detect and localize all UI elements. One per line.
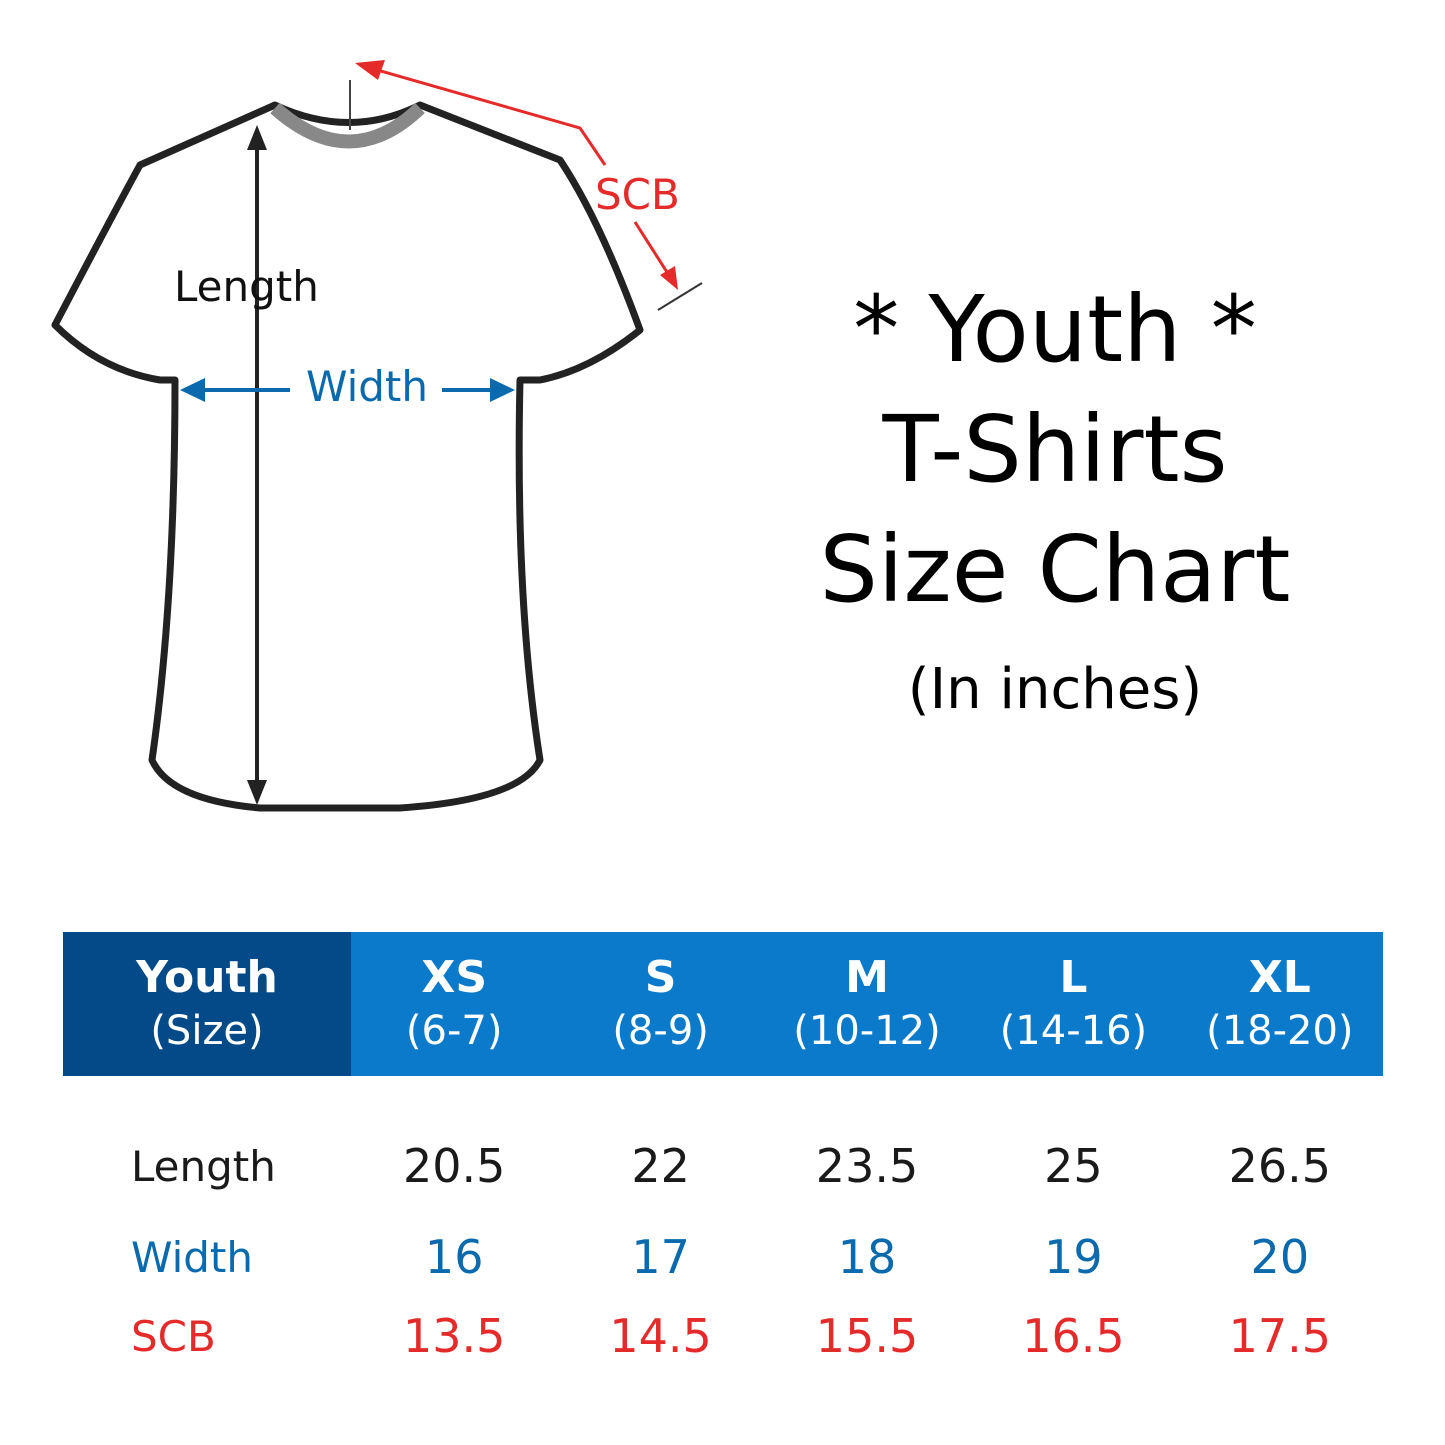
header-sub: (14-16) bbox=[999, 1008, 1148, 1054]
collar bbox=[270, 102, 425, 149]
length-label: Length bbox=[174, 262, 319, 311]
table-cell: 13.5 bbox=[402, 1309, 506, 1363]
header-main: M bbox=[845, 952, 889, 1003]
table-row: Length 20.5 22 23.5 25 26.5 bbox=[63, 1116, 1383, 1216]
table-row: SCB 13.5 14.5 15.5 16.5 17.5 bbox=[63, 1298, 1383, 1374]
header-sub: (18-20) bbox=[1206, 1008, 1354, 1054]
title-line-3: Size Chart bbox=[819, 516, 1291, 623]
table-cell: 17 bbox=[631, 1230, 690, 1284]
header-sub: (10-12) bbox=[793, 1008, 941, 1054]
tshirt-outline bbox=[51, 101, 644, 812]
header-sub: (6-7) bbox=[405, 1008, 503, 1054]
header-main: XL bbox=[1248, 952, 1311, 1003]
row-label: Width bbox=[131, 1232, 254, 1282]
table-cell: 17.5 bbox=[1228, 1309, 1332, 1363]
tshirt-diagram bbox=[51, 60, 703, 812]
table-row: Width 16 17 18 19 20 bbox=[63, 1216, 1383, 1298]
header-cell: S (8-9) bbox=[557, 932, 763, 1076]
table-cell: 22 bbox=[631, 1139, 690, 1193]
table-cell: 15.5 bbox=[815, 1309, 919, 1363]
size-table: Youth (Size) XS (6-7) S (8-9) M (10-12) L (14… bbox=[63, 932, 1383, 1374]
header-main: L bbox=[1059, 952, 1088, 1003]
header-main: XS bbox=[421, 952, 488, 1003]
header-cell: L (14-16) bbox=[970, 932, 1176, 1076]
table-cell: 18 bbox=[837, 1230, 897, 1284]
table-cell: 23.5 bbox=[815, 1139, 919, 1193]
title-line-1: * Youth * bbox=[853, 276, 1257, 383]
row-label: SCB bbox=[131, 1311, 216, 1361]
header-cell: M (10-12) bbox=[764, 932, 970, 1076]
width-label: Width bbox=[306, 362, 429, 411]
table-cell: 20 bbox=[1250, 1230, 1310, 1284]
row-label: Length bbox=[131, 1141, 276, 1191]
header-cell: XL (18-20) bbox=[1177, 932, 1383, 1076]
unit-note: (In inches) bbox=[907, 657, 1203, 722]
table-cell: 16 bbox=[424, 1230, 484, 1284]
header-cell: Youth (Size) bbox=[63, 932, 351, 1076]
table-cell: 14.5 bbox=[609, 1309, 712, 1363]
table-cell: 20.5 bbox=[402, 1139, 506, 1193]
table-cell: 16.5 bbox=[1022, 1309, 1125, 1363]
header-main: Youth bbox=[136, 952, 278, 1003]
header-cell: XS (6-7) bbox=[351, 932, 557, 1076]
table-header: Youth (Size) XS (6-7) S (8-9) M (10-12) L (14… bbox=[63, 932, 1383, 1076]
scb-label: SCB bbox=[595, 170, 680, 219]
title-line-2: T-Shirts bbox=[882, 396, 1228, 503]
header-sub: (Size) bbox=[150, 1008, 264, 1054]
table-cell: 26.5 bbox=[1228, 1139, 1332, 1193]
table-cell: 25 bbox=[1044, 1139, 1103, 1193]
table-cell: 19 bbox=[1044, 1230, 1103, 1284]
scb-arrow bbox=[359, 63, 607, 166]
header-sub: (8-9) bbox=[612, 1008, 709, 1054]
header-main: S bbox=[644, 952, 677, 1003]
title-block: * Youth * T-Shirts Size Chart (In inches… bbox=[760, 270, 1350, 730]
